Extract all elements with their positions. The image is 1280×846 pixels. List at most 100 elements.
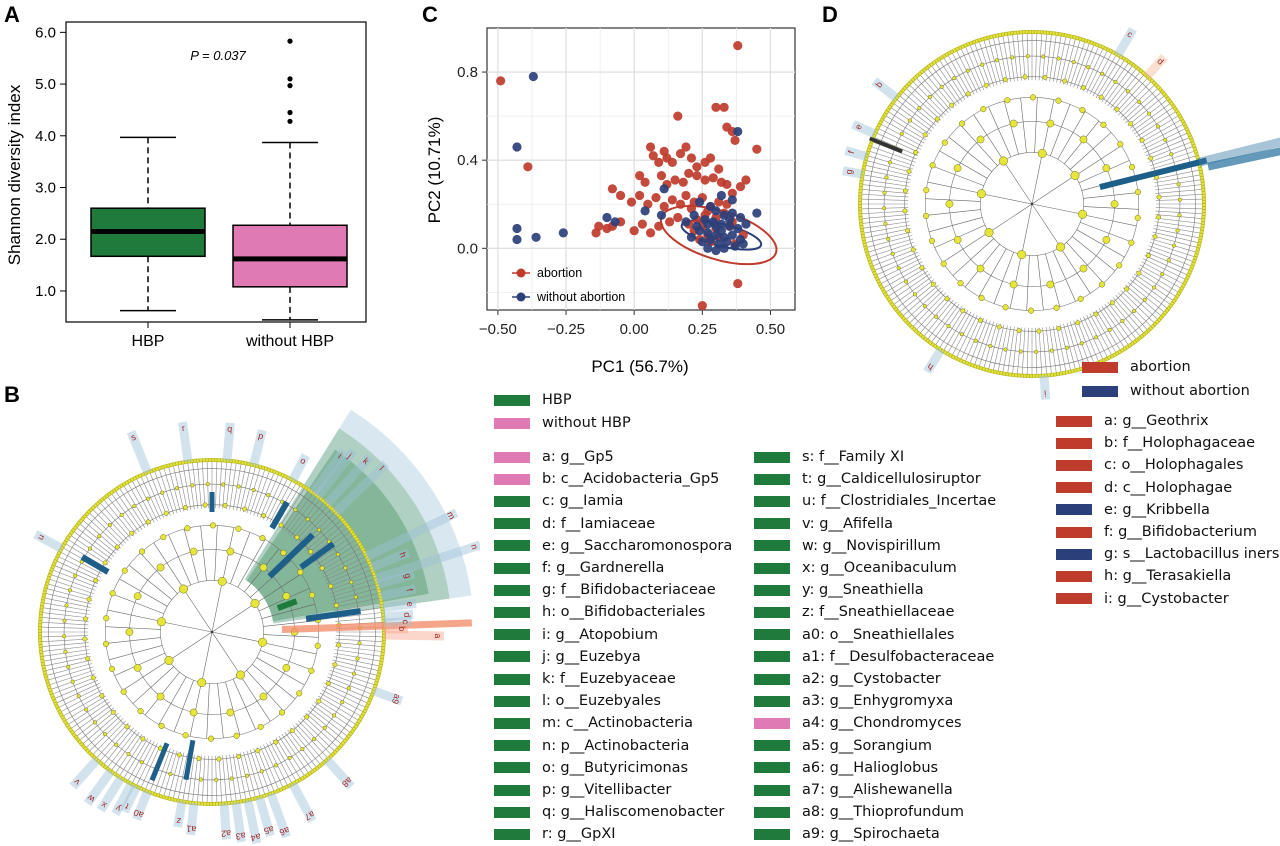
d-label-bar: [1114, 26, 1137, 58]
b-branch: [217, 683, 224, 739]
b-node: [64, 603, 69, 608]
legend-b-taxon-label: a: g__Gp5: [542, 449, 614, 465]
b-node: [156, 617, 166, 627]
b-node: [102, 732, 108, 737]
d-node: [1152, 285, 1157, 290]
point-abortion: [670, 175, 680, 185]
d-node: [910, 247, 916, 253]
point-abortion: [635, 171, 645, 181]
b-node: [66, 664, 71, 669]
legend-b-group-swatch: [494, 417, 530, 429]
legend-b-taxon-label: w: g__Novispirillum: [802, 537, 941, 554]
point-abortion: [733, 278, 743, 289]
d-node: [902, 188, 908, 194]
y-tick-label: 0.4: [457, 152, 478, 169]
b-ring: [63, 483, 361, 781]
d-node: [1142, 297, 1147, 302]
b-clade-label: s: [129, 432, 137, 443]
d-highlight-branch: [868, 136, 903, 154]
b-label-bar: [120, 784, 141, 814]
y-tick-label: 0.0: [457, 240, 478, 257]
legend-b-taxon-label: a8: g__Thioprofundum: [802, 804, 964, 821]
point-without-abortion: [528, 71, 538, 82]
point-abortion: [735, 182, 746, 192]
point-abortion: [727, 188, 737, 198]
b-highlight-branch: [305, 608, 361, 622]
d-node: [1124, 286, 1130, 292]
b-node: [160, 534, 167, 541]
b-node: [120, 688, 127, 695]
d-node: [1175, 228, 1180, 233]
b-node: [209, 522, 217, 529]
legend-b-taxon-label: e: g__Saccharomonospora: [542, 537, 733, 554]
point-abortion: [708, 173, 718, 183]
d-node: [882, 190, 887, 195]
d-highlight-branch: [1099, 157, 1208, 190]
b-node: [126, 752, 131, 757]
legend-b-taxon-row: a7: g__Alishewanella: [754, 779, 953, 801]
b-branch: [201, 631, 213, 683]
legend-b-taxon-label: c: g__Iamia: [542, 493, 624, 510]
d-branch: [981, 193, 1033, 205]
b-node: [168, 771, 173, 776]
b-node: [236, 670, 245, 680]
d-branch: [1059, 247, 1091, 294]
b-branch: [114, 652, 166, 676]
legend-b-taxon-row: m: c__Actinobacteria: [494, 712, 693, 734]
legend-b-taxon-label: a4: g__Chondromyces: [802, 715, 962, 732]
d-branch: [1003, 160, 1033, 205]
b-node: [82, 636, 88, 642]
b-node: [296, 690, 303, 697]
legend-b-group-row: without HBP: [494, 412, 631, 434]
legend-b-taxon-row: k: f__Euzebyaceae: [494, 668, 676, 690]
legend-b-taxon-label: o: g__Butyricimonas: [542, 759, 689, 776]
d-node: [1128, 239, 1135, 246]
b-clade-label: a7: [303, 809, 317, 823]
y-axis-label: Shannon diversity index: [5, 84, 24, 265]
b-node: [233, 732, 240, 739]
legend-b-taxon-row: a4: g__Chondromyces: [754, 712, 962, 734]
d-branch: [1083, 192, 1139, 199]
d-node: [1004, 97, 1011, 104]
b-node: [158, 722, 165, 730]
b-branch: [206, 683, 210, 739]
b-node: [357, 641, 362, 646]
b-node: [62, 634, 67, 639]
d-node: [1056, 242, 1065, 252]
d-branch: [942, 231, 989, 263]
b-node: [261, 513, 267, 519]
b-node: [207, 735, 215, 742]
point-abortion: [607, 184, 617, 194]
d-node: [882, 206, 887, 211]
legend-d-taxon-label: h: g__Terasakiella: [1104, 568, 1232, 585]
point-abortion: [640, 177, 650, 187]
point-abortion: [673, 212, 683, 223]
d-branch: [932, 165, 984, 186]
b-node: [221, 482, 226, 487]
d-branch: [925, 209, 981, 216]
b-node: [133, 663, 142, 672]
legend-b-taxon-label: a1: f__Desulfobacteraceae: [802, 648, 995, 665]
b-label-bar: [219, 803, 231, 840]
d-node: [1009, 119, 1018, 128]
d-node: [1034, 349, 1039, 354]
point-without-abortion: [703, 243, 713, 253]
legend-b-taxon-swatch: [754, 695, 790, 707]
b-node: [304, 714, 310, 720]
d-node: [1134, 189, 1142, 196]
legend-b-taxon-row: n: p__Actinobacteria: [494, 735, 689, 757]
b-branch: [105, 626, 161, 630]
legend-d-taxon-row: f: g__Bifidobacterium: [1056, 521, 1257, 543]
x-tick-label: 0.25: [688, 321, 717, 338]
legend-b-taxon-label: j: g__Euzebya: [542, 648, 641, 665]
point-without-abortion: [738, 239, 748, 249]
b-clade-label: t: [123, 801, 130, 811]
b-clade-label: a4: [250, 831, 262, 843]
d-node: [995, 58, 1000, 63]
point-without-abortion: [697, 237, 707, 247]
d-ring: [868, 40, 1196, 368]
b-clade-label: o: [299, 455, 308, 466]
legend-b-taxon-label: n: p__Actinobacteria: [542, 737, 690, 754]
d-node: [1116, 262, 1123, 269]
b-clade-label: l: [377, 464, 386, 472]
